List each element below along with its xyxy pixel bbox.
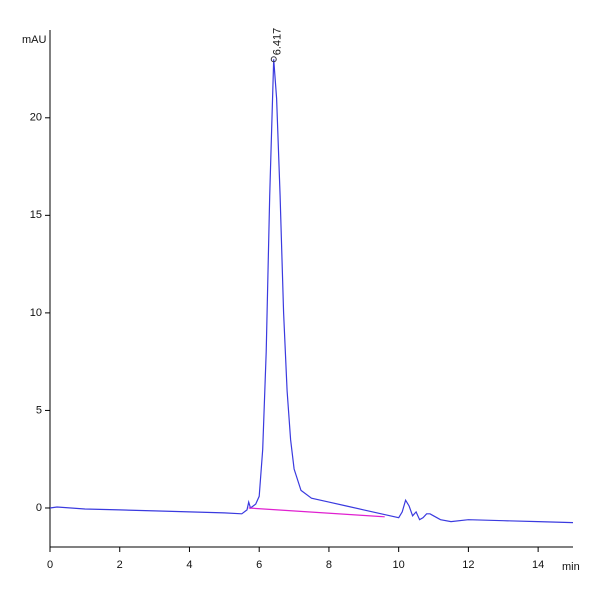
x-axis-label: min [562, 561, 580, 573]
peak-label: 6.417 [272, 28, 284, 56]
peak-marker [270, 56, 277, 63]
y-axis-label: mAU [22, 34, 47, 46]
x-tick-label: 12 [462, 559, 474, 571]
y-tick-label: 5 [36, 404, 42, 416]
x-tick-label: 2 [117, 559, 123, 571]
x-tick-label: 8 [326, 559, 332, 571]
y-tick-label: 10 [30, 307, 42, 319]
trace [248, 507, 385, 518]
y-tick-label: 20 [30, 112, 42, 124]
x-tick-label: 14 [532, 559, 544, 571]
x-tick-label: 0 [47, 559, 53, 571]
trace [49, 59, 574, 524]
x-tick-label: 4 [186, 559, 192, 571]
x-tick-label: 6 [256, 559, 262, 571]
y-tick-label: 0 [36, 502, 42, 514]
y-tick-label: 15 [30, 209, 42, 221]
x-tick-label: 10 [393, 559, 405, 571]
